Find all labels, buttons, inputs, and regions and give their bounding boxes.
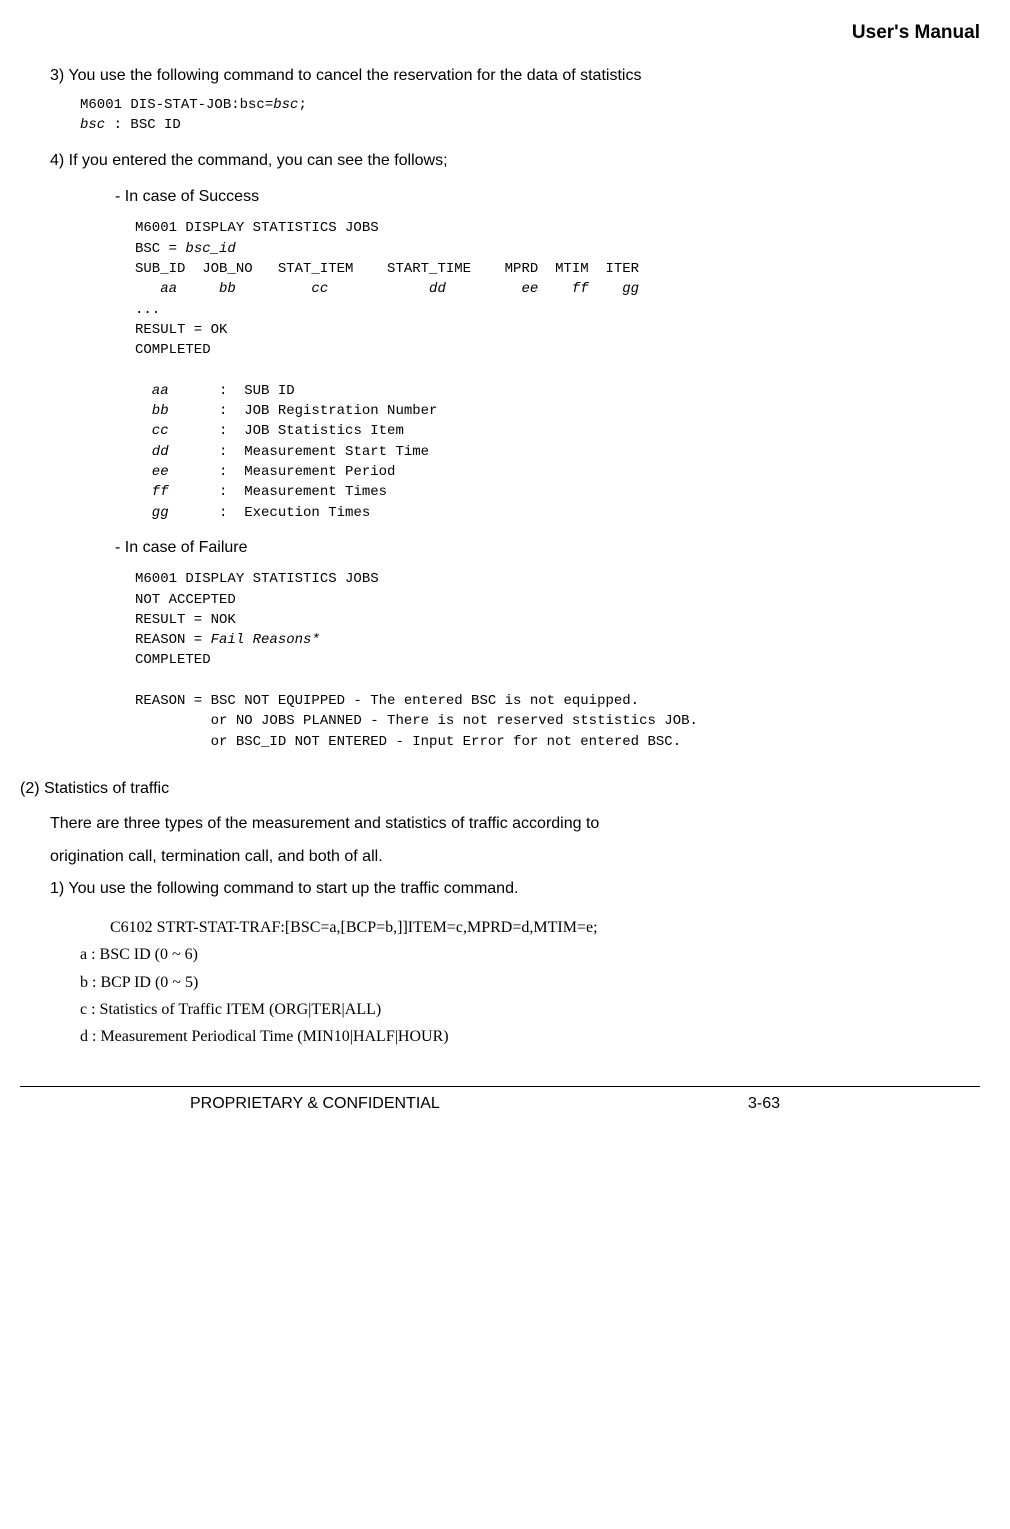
succ-l2a: BSC =	[135, 241, 185, 257]
succ-ff-k: ff	[135, 484, 169, 500]
traf-c: c : Statistics of Traffic ITEM (ORG|TER|…	[80, 996, 980, 1023]
traf-cmd: C6102 STRT-STAT-TRAF:[BSC=a,[BCP=b,]]ITE…	[110, 914, 980, 941]
succ-ff-v: : Measurement Times	[169, 484, 387, 500]
section2-step1: 1) You use the following command to star…	[50, 878, 980, 900]
section2-body1: There are three types of the measurement…	[50, 810, 980, 839]
footer-left: PROPRIETARY & CONFIDENTIAL	[190, 1093, 440, 1115]
succ-l6: RESULT = OK	[135, 322, 227, 338]
page-footer: PROPRIETARY & CONFIDENTIAL 3-63	[20, 1086, 980, 1115]
success-label: - In case of Success	[115, 186, 980, 208]
fail-r3: or BSC_ID NOT ENTERED - Input Error for …	[135, 734, 681, 750]
traf-a: a : BSC ID (0 ~ 6)	[80, 941, 980, 968]
succ-dd-v: : Measurement Start Time	[169, 444, 429, 460]
fail-r2: or NO JOBS PLANNED - There is not reserv…	[135, 713, 698, 729]
succ-l5: ...	[135, 302, 160, 318]
fail-l4b: Fail Reasons*	[211, 632, 320, 648]
cmd3-line2b: : BSC ID	[105, 117, 181, 133]
succ-l7: COMPLETED	[135, 342, 211, 358]
fail-l5: COMPLETED	[135, 652, 211, 668]
succ-ee-v: : Measurement Period	[169, 464, 396, 480]
fail-l3: RESULT = NOK	[135, 612, 236, 628]
section-2-heading: (2) Statistics of traffic	[20, 778, 980, 800]
succ-bb-k: bb	[135, 403, 169, 419]
succ-l3: SUB_ID JOB_NO STAT_ITEM START_TIME MPRD …	[135, 261, 639, 277]
succ-ee-k: ee	[135, 464, 169, 480]
succ-cc-v: : JOB Statistics Item	[169, 423, 404, 439]
cmd3-line2a: bsc	[80, 117, 105, 133]
page-header-title: User's Manual	[20, 20, 980, 47]
succ-gg-v: : Execution Times	[169, 505, 371, 521]
fail-l1: M6001 DISPLAY STATISTICS JOBS	[135, 571, 379, 587]
succ-gg-k: gg	[135, 505, 169, 521]
succ-cc-k: cc	[135, 423, 169, 439]
cmd3-line1a: M6001 DIS-STAT-JOB:bsc=	[80, 97, 273, 113]
success-output-block: M6001 DISPLAY STATISTICS JOBS BSC = bsc_…	[135, 218, 980, 522]
failure-label: - In case of Failure	[115, 537, 980, 559]
succ-dd-k: dd	[135, 444, 169, 460]
cmd3-line1c: ;	[298, 97, 306, 113]
footer-right: 3-63	[748, 1093, 780, 1115]
cmd3-line1b: bsc	[273, 97, 298, 113]
succ-aa-k: aa	[135, 383, 169, 399]
fail-r1: REASON = BSC NOT EQUIPPED - The entered …	[135, 693, 639, 709]
succ-bb-v: : JOB Registration Number	[169, 403, 438, 419]
succ-aa-v: : SUB ID	[169, 383, 295, 399]
traf-d: d : Measurement Periodical Time (MIN10|H…	[80, 1023, 980, 1050]
succ-l2b: bsc_id	[185, 241, 235, 257]
succ-l1: M6001 DISPLAY STATISTICS JOBS	[135, 220, 379, 236]
command-3-block: M6001 DIS-STAT-JOB:bsc=bsc; bsc : BSC ID	[80, 95, 980, 136]
step-4-text: 4) If you entered the command, you can s…	[50, 150, 980, 172]
fail-l2: NOT ACCEPTED	[135, 592, 236, 608]
traf-b: b : BCP ID (0 ~ 5)	[80, 969, 980, 996]
succ-l4: aa bb cc dd ee ff gg	[135, 281, 639, 297]
failure-output-block: M6001 DISPLAY STATISTICS JOBS NOT ACCEPT…	[135, 569, 980, 752]
fail-l4a: REASON =	[135, 632, 211, 648]
section2-body2: origination call, termination call, and …	[50, 843, 980, 872]
step-3-text: 3) You use the following command to canc…	[50, 65, 980, 87]
